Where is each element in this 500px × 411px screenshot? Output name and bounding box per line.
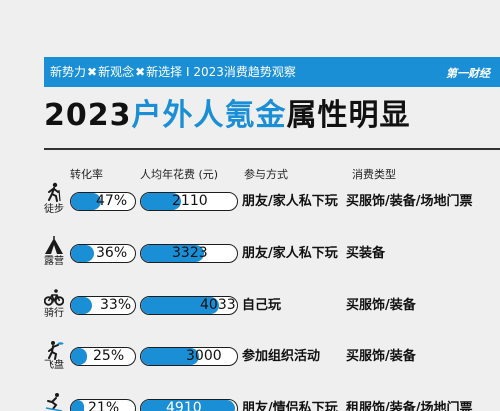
consumption-type: 买服饰/装备/场地门票: [346, 194, 473, 209]
participation-mode: 自己玩: [242, 298, 282, 313]
conversion-bar: [70, 347, 136, 366]
conversion-bar: [70, 399, 136, 411]
conversion-bar-fill: [71, 193, 102, 210]
banner-slogan-part-3: 新选择: [146, 65, 183, 79]
spend-bar-fill: [141, 400, 236, 411]
skiing-icon: [45, 393, 63, 411]
spend-bar-fill: [141, 348, 199, 365]
activity-name: 露营: [44, 256, 64, 267]
participation-mode: 参加组织活动: [242, 349, 321, 364]
conversion-bar-fill: [71, 348, 87, 365]
spend-bar-fill: [141, 297, 219, 314]
column-header-spend: 人均年花费 (元): [140, 168, 219, 181]
spend-value: 4910: [166, 400, 202, 411]
spend-bar: [140, 399, 238, 411]
participation-mode: 朋友/情侣私下玩: [242, 401, 338, 411]
spend-bar: [140, 192, 238, 211]
banner-slogan-part-2: 新观念: [98, 65, 135, 79]
hiking-icon: [48, 182, 61, 202]
conversion-bar-fill: [71, 245, 95, 262]
activity-name: 徒步: [44, 204, 64, 215]
conversion-bar-fill: [71, 297, 93, 314]
consumption-type: 买服饰/装备: [346, 349, 416, 364]
spend-value: 2110: [172, 193, 208, 209]
spend-bar: [140, 347, 238, 366]
conversion-value: 33%: [100, 297, 132, 313]
spend-bar-fill: [141, 245, 205, 262]
spend-bar-fill: [141, 193, 182, 210]
conversion-bar: [70, 244, 136, 263]
header-banner: 新势力✖新观念✖新选择 I 2023消费趋势观察 第一财经: [44, 57, 500, 87]
activity-name: 飞盘: [44, 360, 64, 371]
banner-separator-2: ✖: [135, 65, 146, 79]
frisbee-icon: [48, 341, 64, 360]
svg-text:第一财经: 第一财经: [446, 67, 492, 80]
yicai-logo: 第一财经: [446, 67, 492, 80]
column-header-type: 消费类型: [352, 168, 396, 181]
consumption-type: 买服饰/装备: [346, 298, 416, 313]
banner-divider: I: [186, 65, 190, 79]
title-highlight: 户外人氪金: [131, 98, 287, 133]
banner-slogan: 新势力✖新观念✖新选择 I 2023消费趋势观察: [50, 64, 296, 80]
column-header-mode: 参与方式: [244, 168, 288, 181]
consumption-type: 租服饰/装备/场地门票: [346, 401, 473, 411]
title-divider: [44, 148, 500, 150]
conversion-bar-fill: [71, 400, 85, 411]
spend-bar: [140, 244, 238, 263]
banner-tagline: 2023消费趋势观察: [193, 65, 296, 79]
banner-separator-1: ✖: [87, 65, 98, 79]
conversion-value: 47%: [96, 193, 128, 209]
title-year: 2023: [44, 98, 132, 133]
column-header-conversion: 转化率: [70, 168, 103, 181]
tent-icon: [45, 236, 63, 254]
conversion-value: 25%: [93, 348, 125, 364]
title-rest: 属性明显: [286, 98, 411, 133]
spend-value: 4033: [200, 297, 236, 313]
bicycle-icon: [44, 289, 64, 306]
activity-name: 骑行: [44, 308, 64, 319]
banner-slogan-part-1: 新势力: [50, 65, 87, 79]
spend-value: 3323: [172, 245, 208, 261]
participation-mode: 朋友/家人私下玩: [242, 194, 338, 209]
conversion-bar: [70, 296, 136, 315]
conversion-value: 21%: [88, 400, 120, 411]
conversion-bar: [70, 192, 136, 211]
page-title: 2023户外人氪金属性明显: [44, 98, 411, 134]
consumption-type: 买装备: [346, 246, 386, 261]
participation-mode: 朋友/家人私下玩: [242, 246, 338, 261]
conversion-value: 36%: [96, 245, 128, 261]
spend-bar: [140, 296, 238, 315]
spend-value: 3000: [186, 348, 222, 364]
